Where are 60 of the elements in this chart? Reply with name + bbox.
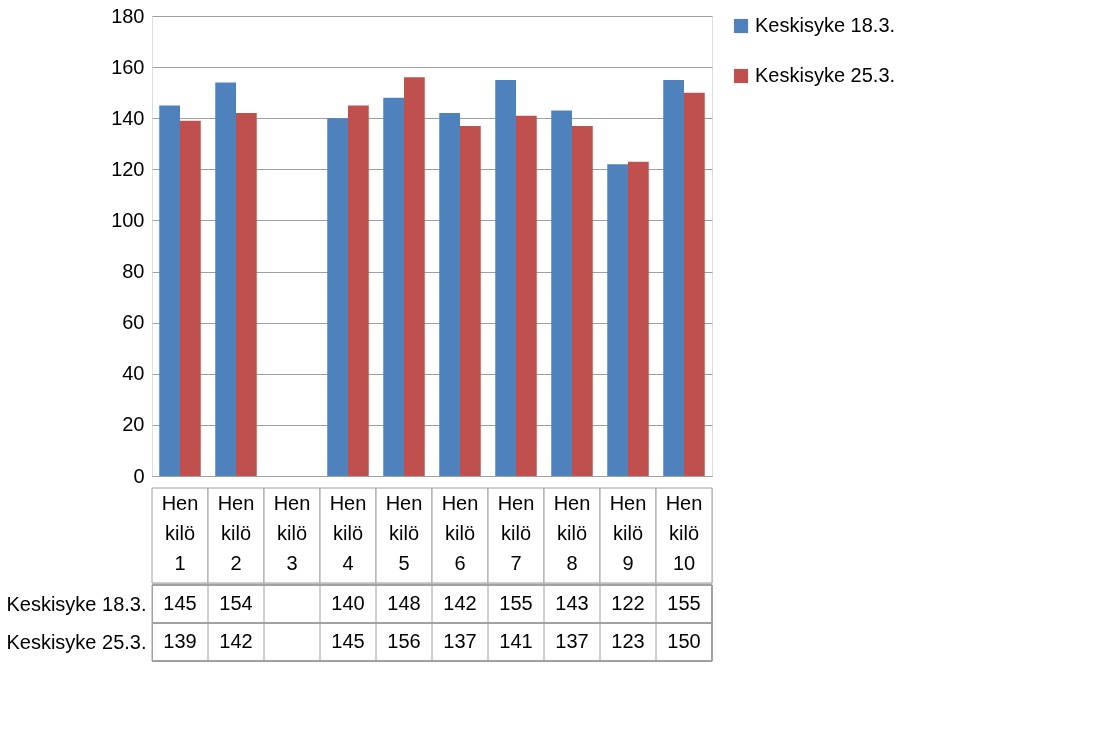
bar [236,113,257,476]
data-label: 155 [499,592,533,614]
x-tick-label: Henkilö 7 [497,492,535,574]
bar [159,105,180,476]
y-tick-label: 100 [111,208,145,231]
bar [383,97,404,476]
data-label: 139 [163,630,197,652]
bar [404,77,425,476]
y-tick-label: 180 [111,4,145,27]
text: Keskisyke 18.3. [6,592,147,615]
bar [439,113,460,476]
x-tick-label: Henkilö 4 [329,492,367,574]
x-tick-label: Henkilö 6 [441,492,479,574]
data-label: 145 [331,630,365,652]
bar [572,125,593,476]
x-tick-label: Henkilö 5 [385,492,423,574]
bar [327,118,348,476]
x-tick-label: Henkilö 10 [665,492,703,574]
x-tick-label: Henkilö 1 [161,492,199,574]
data-label: 137 [555,630,589,652]
data-label: 148 [387,592,421,614]
y-tick-label: 60 [122,311,145,334]
data-label: 140 [331,592,365,614]
x-tick-label: Henkilö 2 [217,492,255,574]
data-label: 142 [219,630,253,652]
bar [663,79,684,476]
legend-label: Keskisyke 25.3. [755,64,896,86]
bar [460,125,481,476]
y-tick-label: 80 [122,260,145,283]
data-label: 145 [163,592,197,614]
y-tick-label: 20 [122,413,145,436]
data-label: 123 [611,630,645,652]
bar [348,105,369,476]
data-label: 156 [387,630,421,652]
bar [684,92,705,476]
y-tick-label: 160 [111,55,145,78]
x-tick-label: Henkilö 8 [553,492,591,574]
data-label: 137 [443,630,477,652]
text: Keskisyke 25.3. [6,630,147,653]
bar [607,164,628,476]
y-tick-label: 40 [122,362,145,385]
y-tick-label: 140 [111,106,145,129]
bar [551,110,572,476]
legend-label: Keskisyke 18.3. [755,14,896,36]
bar [628,161,649,476]
data-label: 142 [443,592,477,614]
data-label: 155 [667,592,701,614]
x-tick-label: Henkilö 3 [273,492,311,574]
data-label: 143 [555,592,589,614]
data-label: 150 [667,630,701,652]
bar [215,82,236,476]
bar [516,115,537,476]
data-label: 122 [611,592,645,614]
y-tick-label: 120 [111,157,145,180]
data-label: 141 [499,630,533,652]
data-label: 154 [219,592,253,614]
bar [180,120,201,476]
y-tick-label: 0 [133,464,145,487]
x-tick-label: Henkilö 9 [609,492,647,574]
bar [495,79,516,476]
